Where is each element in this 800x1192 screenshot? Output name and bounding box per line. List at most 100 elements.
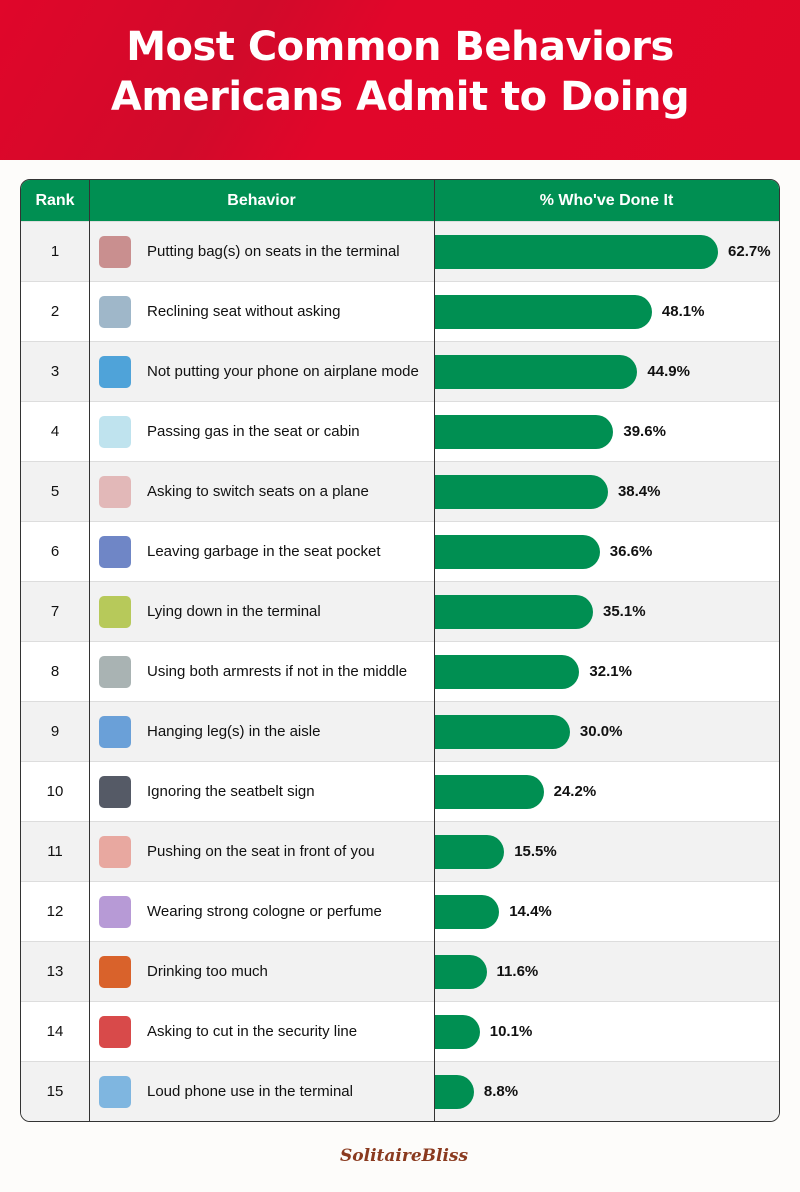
behavior-label: Asking to switch seats on a plane [147, 483, 369, 500]
percent-bar [434, 895, 500, 929]
percent-label: 14.4% [509, 903, 552, 920]
percent-bar [434, 535, 600, 569]
percent-bar [434, 475, 608, 509]
reclining-seat-icon [99, 296, 131, 328]
rank-cell: 8 [50, 663, 60, 680]
rank-cell: 6 [50, 543, 60, 560]
table-row: 3 Not putting your phone on airplane mod… [21, 341, 779, 402]
rank-cell: 15 [46, 1083, 64, 1100]
leg-aisle-icon [99, 716, 131, 748]
percent-bar [434, 835, 505, 869]
loud-phone-icon [99, 1076, 131, 1108]
seatbelt-icon [99, 776, 131, 808]
behavior-label: Ignoring the seatbelt sign [147, 783, 315, 800]
table-row: 10 Ignoring the seatbelt sign 24.2% [21, 761, 779, 822]
title-banner [0, 0, 800, 160]
armrest-icon [99, 656, 131, 688]
rank-cell: 4 [50, 423, 60, 440]
page-title: Most Common Behaviors Americans Admit to… [0, 22, 800, 122]
percent-bar [434, 595, 593, 629]
table-row: 12 Wearing strong cologne or perfume 14.… [21, 881, 779, 942]
behavior-label: Wearing strong cologne or perfume [147, 903, 382, 920]
percent-label: 38.4% [617, 483, 661, 500]
column-divider [89, 180, 90, 1121]
percent-bar [434, 1015, 480, 1049]
percent-label: 15.5% [514, 843, 557, 860]
table-row: 13 Drinking too much 11.6% [21, 941, 779, 1002]
percent-label: 36.6% [609, 543, 653, 560]
rank-cell: 11 [47, 843, 63, 860]
title-line-2: Americans Admit to Doing [110, 74, 690, 120]
percent-label: 32.1% [589, 663, 632, 680]
rank-cell: 3 [50, 363, 60, 380]
behavior-label: Passing gas in the seat or cabin [147, 423, 360, 440]
rank-cell: 10 [46, 783, 64, 800]
behavior-label: Putting bag(s) on seats in the terminal [147, 243, 400, 260]
percent-bar [434, 355, 638, 389]
percent-bar [434, 955, 487, 989]
table-row: 11 Pushing on the seat in front of you 1… [21, 821, 779, 882]
header-rank: Rank [35, 192, 75, 209]
percent-label: 39.6% [623, 423, 666, 440]
percent-label: 62.7% [728, 243, 771, 260]
hand-push-icon [99, 836, 131, 868]
behaviors-table: Rank Behavior % Who've Done It 1 Putting… [20, 179, 780, 1122]
rank-cell: 2 [50, 303, 60, 320]
percent-label: 10.1% [489, 1023, 533, 1040]
table-row: 15 Loud phone use in the terminal 8.8% [21, 1061, 779, 1121]
rank-cell: 1 [50, 243, 60, 260]
table-row: 1 Putting bag(s) on seats in the termina… [21, 221, 779, 282]
table-row: 8 Using both armrests if not in the midd… [21, 641, 779, 702]
behavior-label: Not putting your phone on airplane mode [147, 363, 419, 380]
behavior-label: Using both armrests if not in the middle [147, 663, 408, 680]
percent-bar [434, 235, 719, 269]
table-row: 2 Reclining seat without asking 48.1% [21, 281, 779, 342]
rank-cell: 9 [50, 723, 60, 740]
plane-seats-icon [99, 476, 131, 508]
behavior-label: Asking to cut in the security line [147, 1023, 358, 1040]
rank-cell: 12 [46, 903, 64, 920]
behavior-label: Hanging leg(s) in the aisle [147, 723, 321, 740]
perfume-icon [99, 896, 131, 928]
percent-label: 30.0% [579, 723, 623, 740]
table-header: Rank Behavior % Who've Done It [21, 180, 779, 221]
rank-cell: 14 [46, 1023, 64, 1040]
column-divider [434, 180, 435, 1121]
percent-label: 8.8% [483, 1083, 519, 1100]
lying-down-icon [99, 596, 131, 628]
percent-bar [434, 1075, 474, 1109]
rank-cell: 5 [50, 483, 60, 500]
table-row: 9 Hanging leg(s) in the aisle 30.0% [21, 701, 779, 762]
percent-bar [434, 655, 580, 689]
behavior-label: Loud phone use in the terminal [147, 1083, 353, 1100]
header-behavior: Behavior [227, 192, 296, 209]
people-line-icon [99, 1016, 131, 1048]
behavior-label: Drinking too much [147, 963, 268, 980]
solitairebliss-logo: SolitaireBliss [340, 1146, 469, 1166]
seat-pocket-icon [99, 536, 131, 568]
table-row: 14 Asking to cut in the security line 10… [21, 1001, 779, 1062]
phone-airplane-icon [99, 356, 131, 388]
gas-cloud-icon [99, 416, 131, 448]
table-row: 5 Asking to switch seats on a plane 38.4… [21, 461, 779, 522]
behavior-label: Leaving garbage in the seat pocket [147, 543, 381, 560]
header-percent: % Who've Done It [539, 192, 674, 209]
bag-on-seat-icon [99, 236, 131, 268]
percent-bar [434, 295, 652, 329]
percent-bar [434, 415, 614, 449]
title-line-1: Most Common Behaviors [126, 24, 674, 70]
table-row: 6 Leaving garbage in the seat pocket 36.… [21, 521, 779, 582]
behavior-label: Reclining seat without asking [147, 303, 341, 320]
rank-cell: 7 [50, 603, 60, 620]
percent-label: 48.1% [661, 303, 705, 320]
behavior-label: Lying down in the terminal [147, 603, 321, 620]
table-row: 7 Lying down in the terminal 35.1% [21, 581, 779, 642]
rank-cell: 13 [46, 963, 64, 980]
percent-label: 35.1% [603, 603, 646, 620]
percent-label: 24.2% [553, 783, 597, 800]
percent-bar [434, 715, 570, 749]
table-row: 4 Passing gas in the seat or cabin 39.6% [21, 401, 779, 462]
percent-bar [434, 775, 544, 809]
percent-label: 11.6% [496, 963, 539, 980]
percent-label: 44.9% [647, 363, 690, 380]
